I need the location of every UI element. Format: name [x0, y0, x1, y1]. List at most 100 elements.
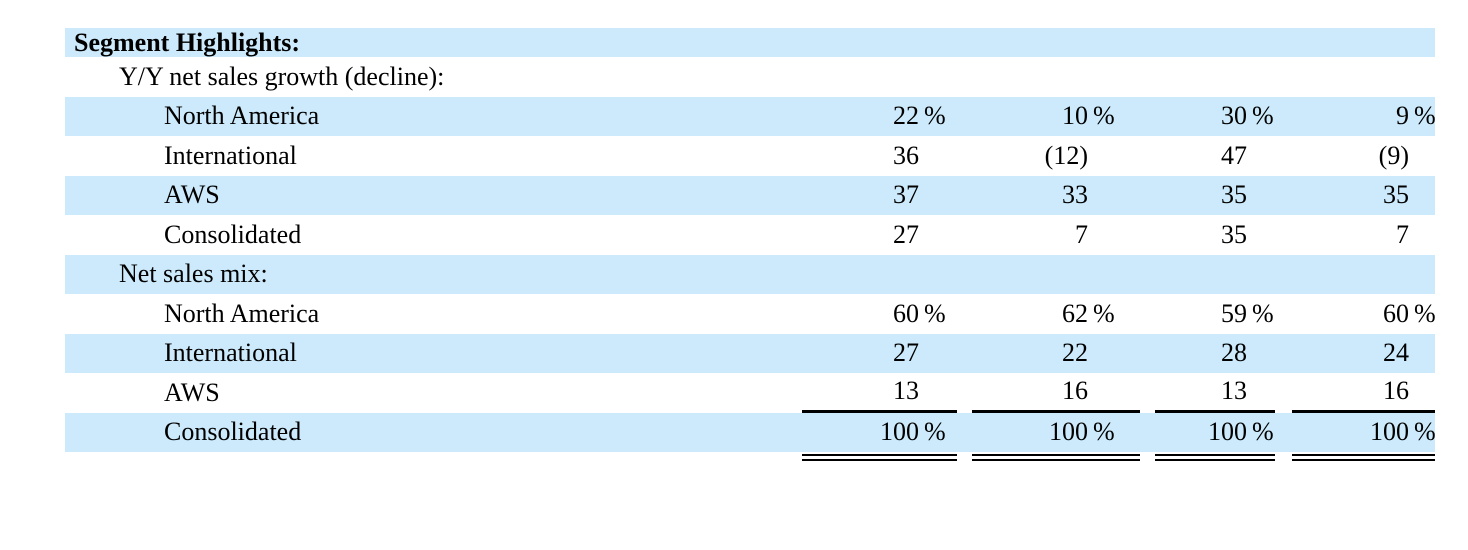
table-row: Segment Highlights:	[65, 28, 1435, 57]
value-cell: 62%	[972, 294, 1140, 334]
value-cell	[1155, 57, 1275, 97]
table-row: Y/Y net sales growth (decline):	[65, 57, 1435, 97]
value-cell: 22	[972, 334, 1140, 374]
value-cell: 7	[1292, 215, 1435, 255]
table-row: North America 22% 10% 30% 9%	[65, 96, 1436, 137]
table-row: North America 60% 62% 59% 60%	[65, 294, 1436, 334]
value-number: 100	[880, 417, 919, 447]
value-cell: 35	[1155, 176, 1275, 216]
value-cell: 37	[802, 176, 957, 216]
row-label: International	[164, 338, 297, 368]
document-page: Segment Highlights: Y/Y net sales growth …	[0, 28, 1468, 461]
value-cell: 13	[802, 373, 957, 413]
value-number: 13	[893, 376, 919, 406]
value-cell: (12)	[972, 136, 1140, 176]
double-rule-segment	[1292, 454, 1435, 461]
value-cell: 60%	[802, 294, 957, 334]
value-number: 7	[1075, 219, 1088, 249]
value-number: 35	[1221, 219, 1247, 249]
value-number: 22	[893, 101, 919, 131]
value-number: 35	[1383, 180, 1409, 210]
value-cell: 16	[972, 373, 1140, 413]
value-cell: 35	[1155, 215, 1275, 255]
row-label: Net sales mix:	[119, 259, 268, 289]
value-cell: 10%	[972, 97, 1140, 137]
row-label: International	[164, 140, 297, 170]
value-number: 47	[1221, 140, 1247, 170]
row-label: AWS	[164, 180, 220, 210]
value-cell: 13	[1155, 373, 1275, 413]
percent-sign: %	[1093, 298, 1115, 328]
value-number: 16	[1062, 376, 1088, 406]
table-row: AWS 13 16 13 16	[65, 373, 1435, 413]
value-number: 100	[1049, 417, 1088, 447]
value-cell	[1292, 57, 1435, 97]
value-number: 62	[1062, 298, 1088, 328]
value-number: 35	[1221, 180, 1247, 210]
percent-sign: %	[1414, 101, 1436, 131]
double-rule-row	[65, 454, 1435, 461]
value-cell: 9%	[1292, 97, 1436, 137]
percent-sign: %	[1093, 101, 1115, 131]
value-cell	[1155, 28, 1275, 57]
percent-sign: %	[1414, 298, 1436, 328]
table-row: Consolidated 27 7 35 7	[65, 215, 1435, 255]
value-number: (12)	[1044, 140, 1088, 170]
double-rule-segment	[972, 454, 1140, 461]
segment-highlights-table: Segment Highlights: Y/Y net sales growth …	[65, 28, 1436, 461]
value-cell: 47	[1155, 136, 1275, 176]
percent-sign: %	[1414, 417, 1436, 447]
table-row: AWS 37 33 35 35	[65, 175, 1435, 216]
value-cell: 60%	[1292, 294, 1436, 334]
value-cell: 24	[1292, 334, 1435, 374]
value-cell: 30%	[1155, 97, 1275, 137]
value-cell	[1292, 255, 1435, 295]
double-rule-segment	[802, 454, 957, 461]
value-number: 13	[1221, 376, 1247, 406]
value-number: 36	[893, 140, 919, 170]
percent-sign: %	[1093, 417, 1115, 447]
percent-sign: %	[924, 298, 946, 328]
value-number: 16	[1383, 376, 1409, 406]
double-rule-segment	[1155, 454, 1275, 461]
value-cell	[802, 28, 957, 57]
value-number: 59	[1221, 298, 1247, 328]
value-cell: 7	[972, 215, 1140, 255]
table-row: Net sales mix:	[65, 254, 1435, 295]
value-number: 100	[1370, 417, 1409, 447]
value-cell	[972, 28, 1140, 57]
value-cell: 35	[1292, 176, 1435, 216]
row-label: Consolidated	[164, 219, 302, 249]
value-cell	[972, 255, 1140, 295]
value-number: 30	[1221, 101, 1247, 131]
value-cell: (9)	[1292, 136, 1435, 176]
row-label: North America	[164, 101, 320, 131]
value-cell: 100%	[1292, 413, 1436, 453]
percent-sign: %	[1252, 298, 1274, 328]
value-number: 27	[893, 219, 919, 249]
percent-sign: %	[1252, 417, 1274, 447]
row-label: Y/Y net sales growth (decline):	[119, 61, 445, 91]
value-number: 24	[1383, 338, 1409, 368]
value-cell: 100%	[802, 413, 957, 453]
value-cell: 16	[1292, 373, 1435, 413]
row-label: Segment Highlights:	[74, 27, 301, 57]
value-cell: 27	[802, 215, 957, 255]
row-label: North America	[164, 298, 320, 328]
value-cell: 100%	[1155, 413, 1275, 453]
value-number: 28	[1221, 338, 1247, 368]
value-cell: 36	[802, 136, 957, 176]
percent-sign: %	[1252, 101, 1274, 131]
value-number: 60	[893, 298, 919, 328]
value-number: 33	[1062, 180, 1088, 210]
value-cell: 27	[802, 334, 957, 374]
value-number: 22	[1062, 338, 1088, 368]
value-cell	[1155, 255, 1275, 295]
value-cell: 59%	[1155, 294, 1275, 334]
value-cell: 33	[972, 176, 1140, 216]
value-cell	[802, 57, 957, 97]
value-number: 100	[1208, 417, 1247, 447]
value-number: 9	[1396, 101, 1409, 131]
value-number: 7	[1396, 219, 1409, 249]
value-number: 60	[1383, 298, 1409, 328]
